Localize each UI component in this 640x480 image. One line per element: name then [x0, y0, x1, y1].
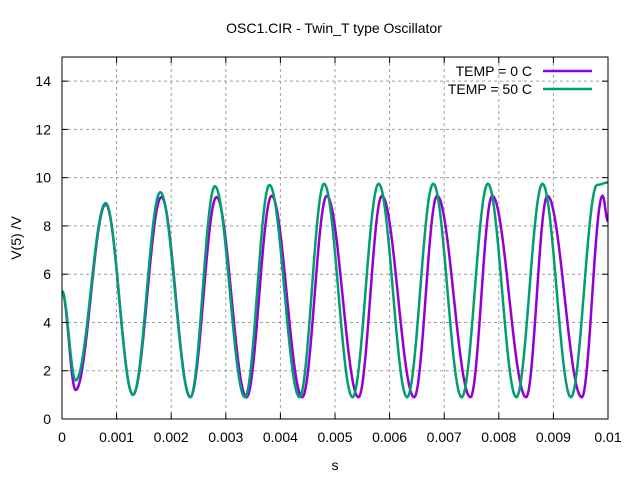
chart-title: OSC1.CIR - Twin_T type Oscillator — [226, 20, 442, 36]
x-ticks: 0 0.001 0.002 0.003 0.004 0.005 0.006 0.007 0.00… — [58, 57, 622, 445]
y-tick-label: 12 — [35, 121, 51, 137]
x-tick-label: 0.006 — [372, 429, 407, 445]
series-layer — [61, 181, 610, 399]
x-tick-label: 0.007 — [427, 429, 462, 445]
x-tick-label: 0.003 — [208, 429, 243, 445]
y-axis-label: V(5) /V — [8, 216, 24, 260]
legend: TEMP = 0 C TEMP = 50 C — [448, 63, 592, 97]
x-tick-label: 0.008 — [481, 429, 516, 445]
x-tick-label: 0 — [58, 429, 66, 445]
legend-label-1: TEMP = 50 C — [448, 81, 532, 97]
y-ticks: 0 2 4 6 8 10 12 14 — [35, 73, 608, 427]
x-tick-label: 0.001 — [99, 429, 134, 445]
series-line-1 — [61, 181, 609, 399]
y-tick-label: 6 — [43, 266, 51, 282]
y-tick-label: 8 — [43, 218, 51, 234]
x-tick-label: 0.004 — [263, 429, 298, 445]
y-tick-label: 2 — [43, 363, 51, 379]
x-axis-label: s — [332, 457, 339, 473]
y-tick-label: 14 — [35, 73, 51, 89]
legend-label-0: TEMP = 0 C — [456, 63, 532, 79]
x-tick-label: 0.01 — [594, 429, 621, 445]
y-tick-label: 10 — [35, 170, 51, 186]
y-tick-label: 4 — [43, 314, 51, 330]
y-tick-label: 0 — [43, 411, 51, 427]
x-tick-label: 0.002 — [154, 429, 189, 445]
x-tick-label: 0.005 — [317, 429, 352, 445]
x-tick-label: 0.009 — [536, 429, 571, 445]
